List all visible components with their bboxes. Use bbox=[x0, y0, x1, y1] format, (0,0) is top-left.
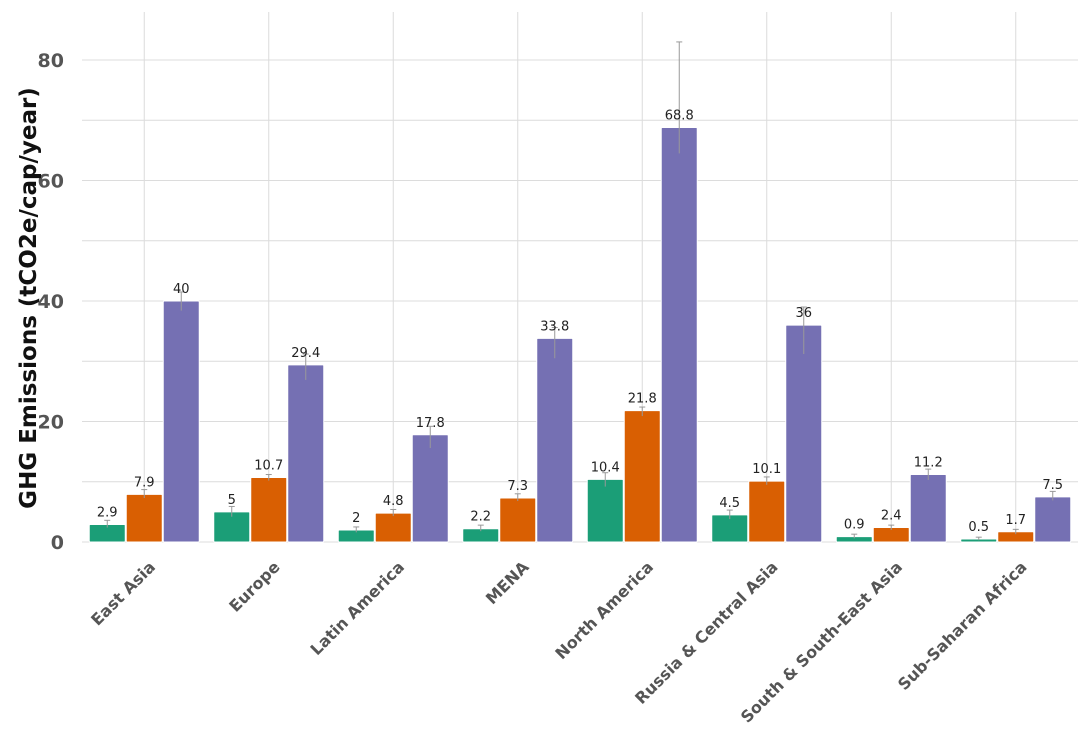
x-tick-label: North America bbox=[551, 557, 657, 663]
data-label: 2.9 bbox=[97, 506, 118, 521]
data-label: 17.8 bbox=[416, 416, 445, 431]
bar bbox=[411, 434, 449, 543]
bar bbox=[909, 474, 947, 543]
data-label: 33.8 bbox=[540, 319, 569, 334]
data-label: 7.3 bbox=[507, 479, 528, 494]
x-tick-label: Europe bbox=[225, 557, 283, 615]
data-label: 1.7 bbox=[1005, 513, 1026, 528]
bar bbox=[250, 477, 288, 543]
bar bbox=[125, 493, 163, 543]
y-axis-title: GHG Emissions (tCO2e/cap/year) bbox=[16, 87, 42, 509]
data-label: 36 bbox=[795, 306, 812, 321]
bars bbox=[88, 126, 1072, 543]
bar bbox=[660, 126, 698, 543]
data-label: 40 bbox=[173, 282, 190, 297]
y-tick-label: 40 bbox=[38, 291, 64, 313]
data-label: 29.4 bbox=[291, 346, 320, 361]
data-label: 68.8 bbox=[665, 108, 694, 123]
data-label: 0.9 bbox=[844, 518, 865, 533]
x-tick-label: Sub-Saharan Africa bbox=[894, 557, 1031, 694]
data-label: 0.5 bbox=[968, 520, 989, 535]
bar bbox=[623, 410, 661, 543]
bar bbox=[536, 337, 574, 543]
bar bbox=[586, 478, 624, 543]
y-axis-ticks: 0 20 40 60 80 bbox=[38, 50, 64, 554]
bar bbox=[499, 497, 537, 543]
data-label: 2.2 bbox=[470, 510, 491, 525]
data-label: 5 bbox=[228, 493, 236, 508]
data-label: 4.8 bbox=[383, 494, 404, 509]
data-label: 4.5 bbox=[719, 496, 740, 511]
data-label: 10.4 bbox=[591, 460, 620, 475]
data-label: 7.9 bbox=[134, 475, 155, 490]
error-bars bbox=[104, 41, 1056, 541]
bar bbox=[748, 480, 786, 543]
data-label: 10.7 bbox=[254, 459, 283, 474]
data-labels: 2.9 7.9 40 5 10.7 29.4 2 4.8 17.8 2.2 7.3 33.8 10.4 2… bbox=[97, 108, 1063, 535]
x-tick-label: Latin America bbox=[306, 557, 408, 659]
y-tick-label: 80 bbox=[38, 50, 64, 72]
bar bbox=[374, 512, 412, 543]
data-label: 21.8 bbox=[628, 392, 657, 407]
data-label: 7.5 bbox=[1042, 478, 1063, 493]
y-tick-label: 0 bbox=[51, 532, 64, 554]
data-label: 10.1 bbox=[752, 462, 781, 477]
data-label: 11.2 bbox=[914, 456, 943, 471]
data-label: 2.4 bbox=[881, 509, 902, 524]
x-axis-ticks: East Asia Europe Latin America MENA North Am… bbox=[87, 557, 1030, 727]
x-tick-label: MENA bbox=[482, 557, 533, 608]
y-tick-label: 60 bbox=[38, 171, 64, 193]
data-label: 2 bbox=[352, 511, 360, 526]
x-tick-label: Russia & Central Asia bbox=[631, 557, 781, 707]
y-tick-label: 20 bbox=[38, 412, 64, 434]
x-tick-label: East Asia bbox=[87, 557, 159, 629]
bar bbox=[162, 300, 200, 543]
bar bbox=[1034, 496, 1072, 543]
bar bbox=[287, 364, 325, 543]
bar bbox=[785, 324, 823, 543]
